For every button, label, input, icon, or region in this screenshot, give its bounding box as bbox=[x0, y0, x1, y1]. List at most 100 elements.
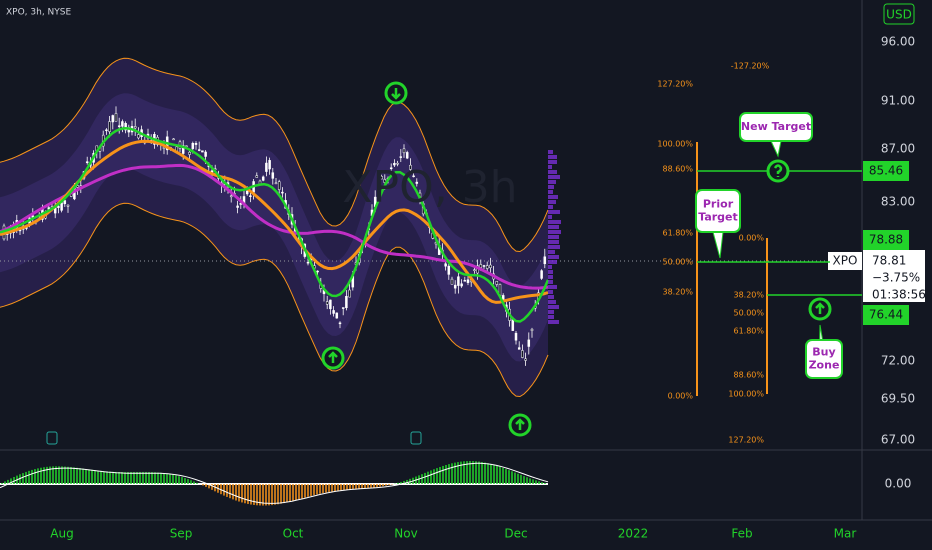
candle-body bbox=[393, 162, 396, 166]
price-tag bbox=[863, 230, 909, 250]
volume-profile bbox=[548, 190, 553, 194]
time-label: Mar bbox=[834, 527, 857, 541]
volume-profile bbox=[548, 240, 559, 244]
volume-profile bbox=[548, 265, 552, 269]
candle-body bbox=[306, 261, 310, 264]
price-label: 72.00 bbox=[881, 354, 915, 368]
candle-body bbox=[229, 195, 233, 198]
currency[interactable]: USD bbox=[886, 8, 912, 22]
fib-left-label: 50.00% bbox=[662, 258, 693, 267]
candle-body bbox=[114, 113, 118, 122]
watermark: XPO, 3h bbox=[342, 162, 517, 213]
candle-body bbox=[389, 167, 393, 170]
candle-body bbox=[447, 265, 451, 275]
volume-profile bbox=[548, 160, 557, 164]
last-price-change: −3.75% bbox=[872, 271, 920, 285]
volume-profile bbox=[548, 295, 554, 299]
candle-body bbox=[236, 205, 239, 208]
fast-average bbox=[0, 127, 550, 323]
fib-top: -127.20% bbox=[731, 62, 770, 71]
earnings-marker bbox=[46, 431, 58, 445]
candle-body bbox=[162, 147, 166, 149]
candle-body bbox=[415, 181, 419, 184]
candle-body bbox=[521, 350, 524, 358]
candle-body bbox=[201, 150, 204, 153]
fib-left-label: 0.00% bbox=[668, 392, 694, 401]
candle-body bbox=[85, 161, 89, 163]
chart-layer bbox=[0, 57, 830, 506]
lower-band bbox=[0, 202, 549, 398]
candle-body bbox=[460, 283, 463, 287]
fib-left-label: 100.00% bbox=[657, 140, 693, 149]
candle-body bbox=[271, 172, 275, 179]
volume-profile bbox=[548, 205, 553, 209]
fib-left-label: 61.80% bbox=[662, 229, 693, 238]
candle-body bbox=[540, 270, 543, 279]
time-label: 2022 bbox=[618, 527, 649, 541]
candle-body bbox=[517, 347, 521, 350]
price-tag-label: 76.44 bbox=[869, 308, 903, 322]
candle-body bbox=[380, 176, 383, 180]
fib-right-label: 0.00% bbox=[739, 234, 765, 243]
callout-box bbox=[805, 339, 843, 379]
candle-body bbox=[457, 276, 460, 286]
volume-profile bbox=[548, 220, 561, 224]
candle-body bbox=[181, 145, 185, 154]
candle-body bbox=[194, 143, 198, 145]
arrow-icon bbox=[391, 88, 401, 100]
volume-profile bbox=[548, 235, 559, 239]
volume-profile bbox=[548, 175, 560, 179]
candle-body bbox=[466, 279, 470, 283]
candle-body bbox=[188, 151, 191, 155]
fib-right-label: 61.80% bbox=[733, 327, 764, 336]
volume-profile bbox=[548, 215, 552, 219]
mid-average bbox=[0, 139, 549, 304]
callout-box bbox=[695, 189, 741, 233]
candle-body bbox=[197, 149, 201, 151]
currency-box[interactable] bbox=[883, 3, 915, 25]
price-label: 67.00 bbox=[881, 433, 915, 447]
fib-left-label: 38.20% bbox=[662, 288, 693, 297]
volume-profile bbox=[548, 230, 561, 234]
candle-body bbox=[341, 307, 345, 309]
candle-body bbox=[329, 299, 332, 310]
arrow-icon bbox=[815, 302, 825, 314]
callout-text: Buy bbox=[812, 346, 835, 359]
candle-body bbox=[377, 189, 380, 196]
time-label: Aug bbox=[50, 527, 73, 541]
volume-profile bbox=[548, 210, 560, 214]
candle-body bbox=[66, 204, 70, 207]
volume-profile bbox=[548, 180, 556, 184]
oscillator-line bbox=[0, 462, 549, 504]
candle-body bbox=[409, 164, 412, 170]
volume-profile bbox=[548, 150, 553, 154]
candle-body bbox=[124, 122, 127, 131]
earnings-marker bbox=[410, 431, 422, 445]
volume-profile bbox=[548, 255, 559, 259]
candle-body bbox=[325, 301, 329, 305]
callout-box bbox=[739, 112, 813, 142]
candle-body bbox=[63, 200, 67, 205]
candle-body bbox=[204, 151, 207, 157]
fib-right-label: 127.20% bbox=[728, 436, 764, 445]
candle-body bbox=[191, 143, 195, 149]
candle-body bbox=[60, 202, 63, 211]
candle-body bbox=[348, 289, 351, 298]
candle-body bbox=[450, 278, 454, 285]
callout-text: Zone bbox=[809, 359, 840, 372]
price-label: 91.00 bbox=[881, 94, 915, 108]
price-tag-label: 85.46 bbox=[869, 164, 903, 178]
candle-body bbox=[57, 205, 60, 208]
candle-body bbox=[121, 121, 124, 127]
candle-body bbox=[530, 328, 534, 331]
volume-profile bbox=[548, 195, 558, 199]
candle-body bbox=[76, 185, 79, 188]
candle-body bbox=[485, 265, 489, 269]
candle-body bbox=[543, 256, 547, 265]
candle-body bbox=[332, 310, 335, 314]
volume-profile bbox=[548, 185, 554, 189]
time-label: Feb bbox=[731, 527, 752, 541]
price-label: 83.00 bbox=[881, 195, 915, 209]
candle-body bbox=[453, 284, 457, 289]
candle-body bbox=[444, 263, 447, 267]
